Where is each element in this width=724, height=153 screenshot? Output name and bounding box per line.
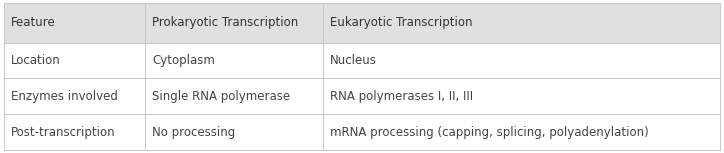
Text: Prokaryotic Transcription: Prokaryotic Transcription bbox=[152, 16, 298, 29]
Text: Feature: Feature bbox=[11, 16, 56, 29]
Text: Nucleus: Nucleus bbox=[330, 54, 376, 67]
Bar bbox=[323, 3, 720, 43]
Text: No processing: No processing bbox=[152, 126, 235, 139]
Bar bbox=[145, 78, 323, 114]
Text: Enzymes involved: Enzymes involved bbox=[11, 90, 118, 103]
Bar bbox=[4, 3, 145, 43]
Text: RNA polymerases I, II, III: RNA polymerases I, II, III bbox=[330, 90, 473, 103]
Bar bbox=[4, 78, 145, 114]
Bar bbox=[323, 114, 720, 150]
Bar bbox=[145, 43, 323, 78]
Text: Post-transcription: Post-transcription bbox=[11, 126, 116, 139]
Bar bbox=[145, 3, 323, 43]
Text: Eukaryotic Transcription: Eukaryotic Transcription bbox=[330, 16, 472, 29]
Bar bbox=[4, 114, 145, 150]
Bar bbox=[145, 114, 323, 150]
Bar bbox=[323, 78, 720, 114]
Text: Location: Location bbox=[11, 54, 61, 67]
Text: Single RNA polymerase: Single RNA polymerase bbox=[152, 90, 290, 103]
Bar bbox=[323, 43, 720, 78]
Text: Cytoplasm: Cytoplasm bbox=[152, 54, 215, 67]
Text: mRNA processing (capping, splicing, polyadenylation): mRNA processing (capping, splicing, poly… bbox=[330, 126, 649, 139]
Bar bbox=[4, 43, 145, 78]
